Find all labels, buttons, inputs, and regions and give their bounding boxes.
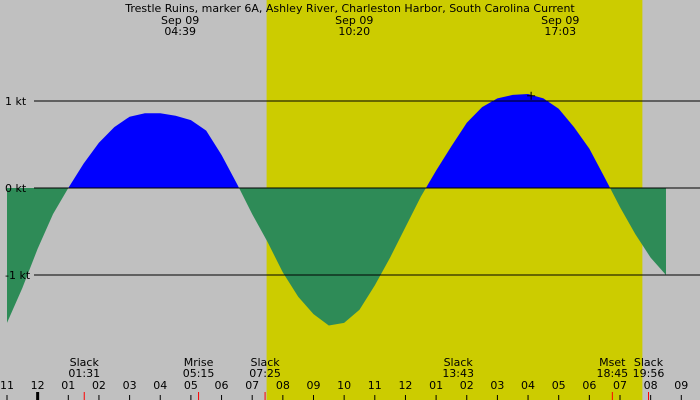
hour-tick-label: 04 (153, 379, 167, 392)
hour-tick-label: 06 (582, 379, 596, 392)
y-tick-label: 1 kt (5, 95, 27, 108)
hour-tick-label: 03 (123, 379, 137, 392)
text-layer: Trestle Ruins, marker 6A, Ashley River, … (68, 2, 664, 380)
event-time: 01:31 (68, 367, 100, 380)
hour-tick-label: 11 (0, 379, 14, 392)
event-name: Slack (634, 356, 664, 369)
event-name: Mrise (184, 356, 214, 369)
event-name: Slack (250, 356, 280, 369)
header-date: Sep 09 (161, 14, 199, 27)
y-tick-label: -1 kt (5, 269, 31, 282)
hour-tick-label: 07 (613, 379, 627, 392)
hour-tick-label: 07 (245, 379, 259, 392)
flood-current-area (7, 94, 666, 188)
chart-title: Trestle Ruins, marker 6A, Ashley River, … (124, 2, 575, 15)
hour-tick-label: 12 (398, 379, 412, 392)
hour-tick-label: 09 (307, 379, 321, 392)
hour-tick-label: 02 (460, 379, 474, 392)
y-tick-label: 0 kt (5, 182, 27, 195)
header-time: 10:20 (338, 25, 370, 38)
hour-tick-label: 04 (521, 379, 535, 392)
current-area-layer (7, 94, 666, 326)
event-time: 13:43 (442, 367, 474, 380)
event-time: 19:56 (633, 367, 665, 380)
hour-tick-label: 05 (552, 379, 566, 392)
hour-tick-label: 02 (92, 379, 106, 392)
event-name: Mset (599, 356, 626, 369)
hour-tick-label: 08 (276, 379, 290, 392)
header-date: Sep 09 (541, 14, 579, 27)
hour-tick-label: 05 (184, 379, 198, 392)
header-time: 17:03 (544, 25, 576, 38)
hour-tick-label: 09 (674, 379, 688, 392)
event-name: Slack (444, 356, 474, 369)
event-time: 07:25 (249, 367, 281, 380)
ebb-current-area (7, 188, 666, 326)
header-date: Sep 09 (335, 14, 373, 27)
event-name: Slack (70, 356, 100, 369)
header-time: 04:39 (164, 25, 196, 38)
hour-tick-layer: 11 12 01 02 03 04 05 06 07 08 09 10 11 12 01 02 03 04 05 06… (0, 379, 688, 400)
hour-tick-label: 11 (368, 379, 382, 392)
hour-tick-label: 08 (644, 379, 658, 392)
event-time: 18:45 (596, 367, 628, 380)
gridline-layer: 1 kt 0 kt -1 kt (5, 91, 700, 282)
hour-tick-label: 12 (31, 379, 45, 392)
hour-tick-label: 03 (490, 379, 504, 392)
event-time: 05:15 (183, 367, 215, 380)
hour-tick-label: 10 (337, 379, 351, 392)
hour-tick-label: 01 (429, 379, 443, 392)
hour-tick-label: 06 (215, 379, 229, 392)
hour-tick-label: 01 (61, 379, 75, 392)
